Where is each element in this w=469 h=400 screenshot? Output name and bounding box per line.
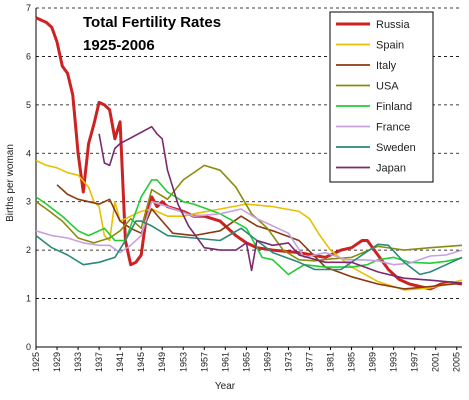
legend-box: [329, 11, 434, 183]
y-tick-label: 4: [26, 148, 31, 158]
x-axis-label: Year: [215, 381, 236, 392]
series-line-italy: [56, 184, 463, 290]
chart-title-line-1: Total Fertility Rates: [83, 14, 221, 31]
x-tick-label: 1925: [31, 352, 41, 372]
series-line-usa: [35, 164, 463, 262]
x-tick-label: 1965: [241, 352, 251, 372]
legend-label-russia: Russia: [376, 19, 411, 31]
series-line-russia: [35, 16, 463, 291]
y-tick-label: 1: [26, 294, 31, 304]
x-tick-label: 1997: [410, 352, 420, 372]
x-tick-label: 1941: [115, 352, 125, 372]
legend: Russia Spain Italy USA Finland France Sweden Ja…: [329, 11, 434, 183]
x-tick-label: 1945: [136, 352, 146, 372]
x-tick-label: 1973: [283, 352, 293, 372]
x-tick-label: 1929: [52, 352, 62, 372]
x-tick-label: 1961: [220, 352, 230, 372]
legend-label-spain: Spain: [376, 40, 404, 52]
legend-label-usa: USA: [376, 81, 399, 93]
series-line-japan: [98, 125, 463, 284]
legend-label-sweden: Sweden: [376, 142, 416, 154]
x-tick-label: 1981: [326, 352, 336, 372]
x-tick-label: 1957: [199, 352, 209, 372]
y-tick-label: 2: [26, 245, 31, 255]
x-tick-label: 1969: [262, 352, 272, 372]
y-tick-label: 7: [26, 3, 31, 13]
series-line-sweden: [35, 220, 463, 276]
x-tick-label: 1937: [94, 352, 104, 372]
x-tick-label: 1993: [389, 352, 399, 372]
axes: [35, 8, 462, 350]
y-tick-label: 6: [26, 51, 31, 61]
series-line-france: [35, 200, 463, 266]
y-tick-label: 5: [26, 100, 31, 110]
y-axis-label: Births per woman: [5, 144, 16, 222]
x-tick-label: 1949: [157, 352, 167, 372]
x-tick-label: 2001: [431, 352, 441, 372]
y-tick-label: 3: [26, 197, 31, 207]
legend-label-japan: Japan: [376, 163, 406, 175]
x-tick-label: 1977: [304, 352, 314, 372]
legend-label-finland: Finland: [376, 101, 412, 113]
series-lines: [35, 16, 463, 291]
y-tick-label: 0: [26, 342, 31, 352]
legend-label-france: France: [376, 122, 410, 134]
x-tick-label: 1989: [368, 352, 378, 372]
x-tick-label: 1985: [347, 352, 357, 372]
legend-label-italy: Italy: [376, 60, 397, 72]
tick-labels: 0 1 2 3 4 5 6 7 1925 1929 1933 1937 1941 1945 1949 1953…: [26, 3, 462, 372]
x-tick-label: 1933: [73, 352, 83, 372]
x-tick-label: 2005: [452, 352, 462, 372]
x-tick-label: 1953: [178, 352, 188, 372]
chart-title-line-2: 1925-2006: [83, 37, 155, 54]
